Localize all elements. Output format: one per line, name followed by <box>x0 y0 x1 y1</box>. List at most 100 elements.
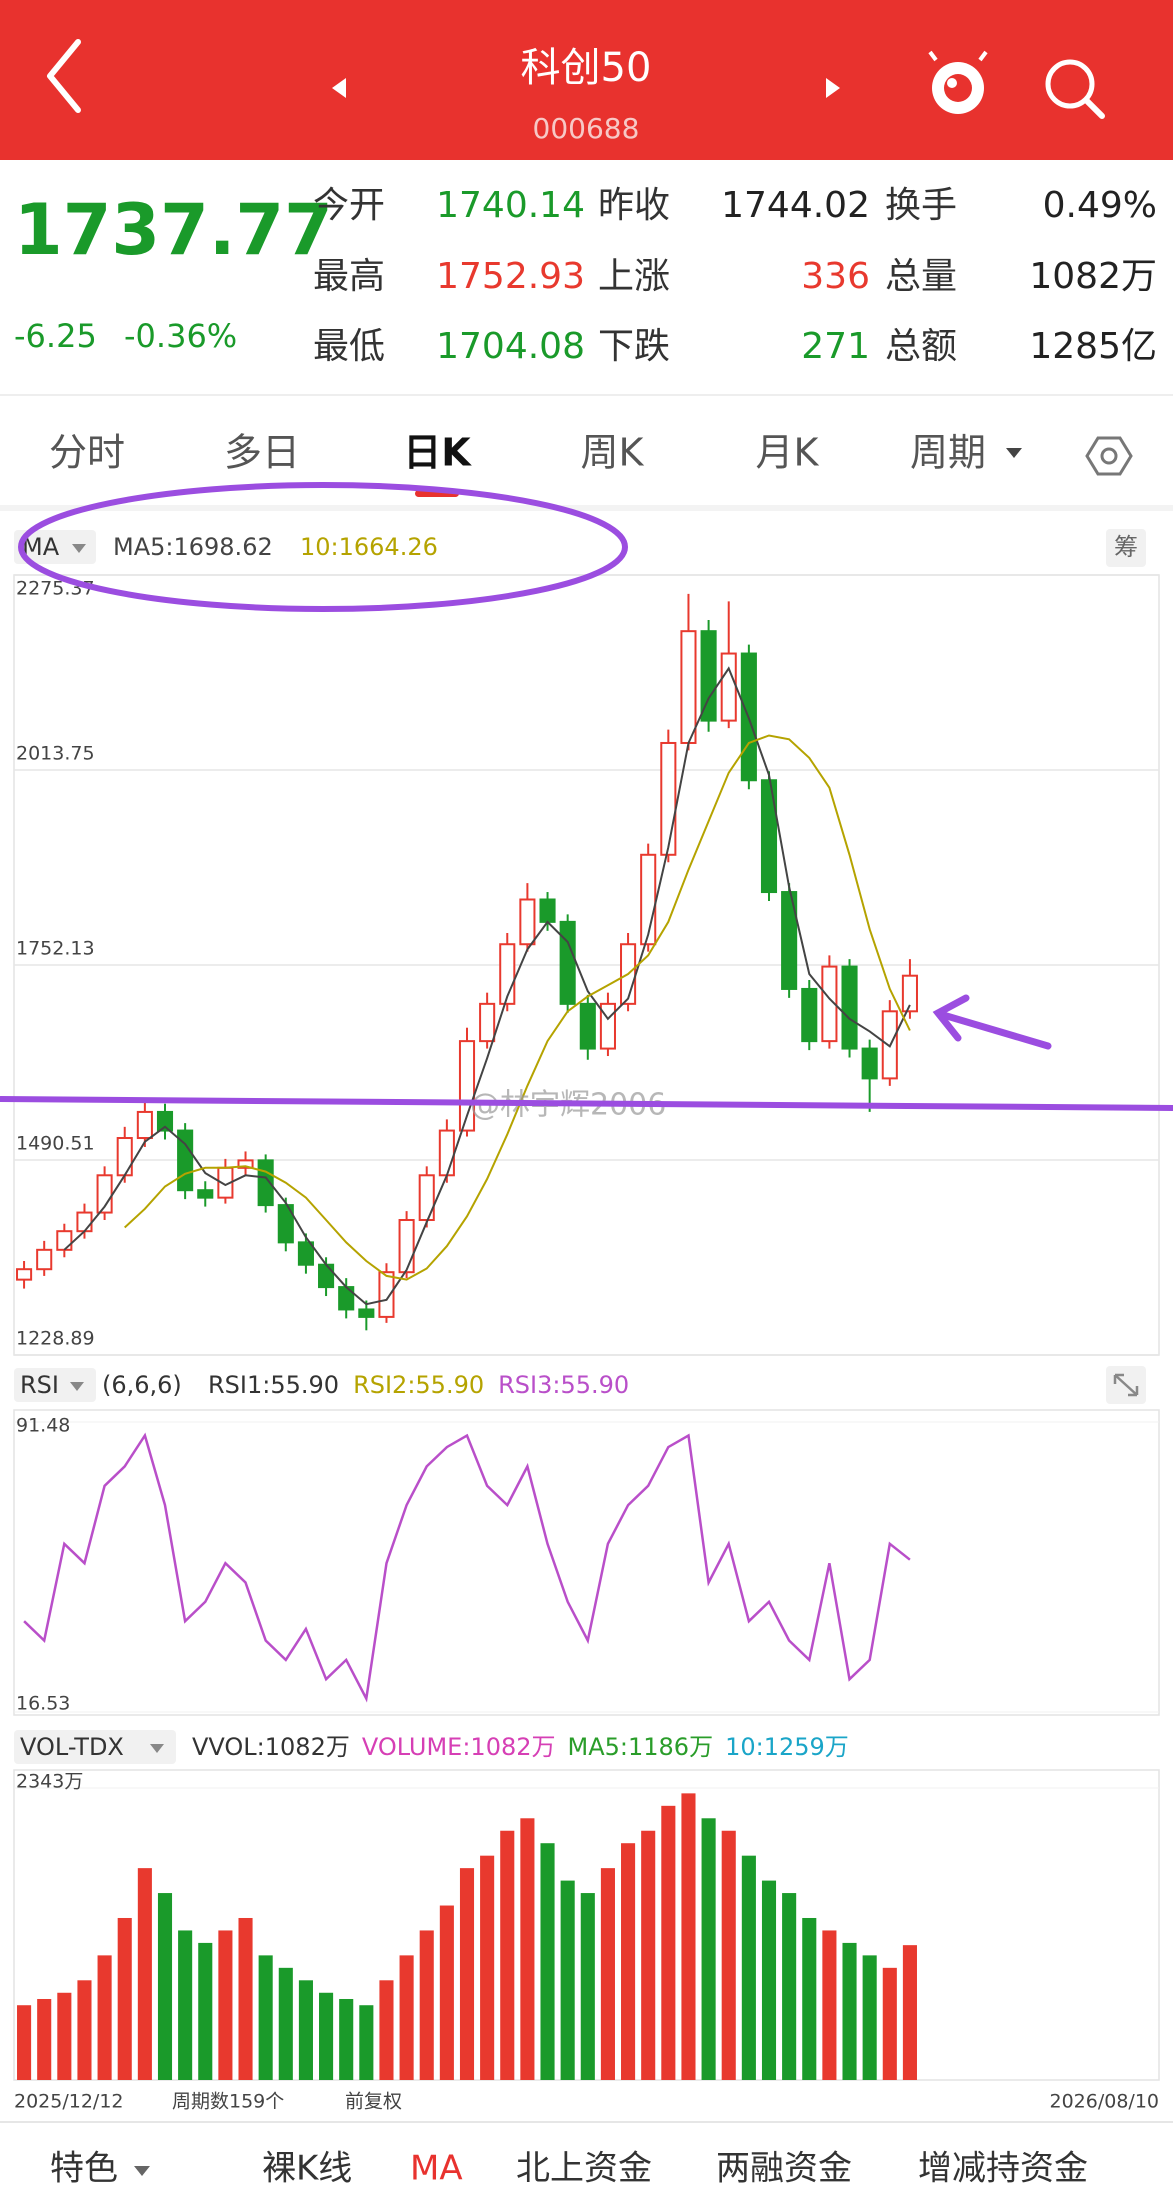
candle-body <box>56 1230 73 1251</box>
nav-item[interactable]: 增减持资金 <box>918 2149 1088 2189</box>
volume-bar <box>157 1893 173 2080</box>
nav-item[interactable]: 两融资金 <box>716 2149 852 2189</box>
annotation-line <box>0 1096 1173 1111</box>
volume-bar <box>339 1998 354 2080</box>
dropdown-caret <box>1006 448 1022 458</box>
indicator-name: VOL-TDX <box>20 1733 124 1761</box>
volume-bar <box>842 1942 857 2080</box>
candle-body <box>841 965 858 1050</box>
candle-body <box>136 1110 153 1140</box>
candle-body <box>901 974 918 1013</box>
tab[interactable]: 周K <box>581 431 645 475</box>
candle-body <box>660 741 677 856</box>
candle-body <box>801 987 818 1043</box>
legend-entry: RSI2:55.90 <box>353 1371 484 1399</box>
legend-entry: 10:1259万 <box>725 1733 849 1761</box>
back-button[interactable] <box>47 39 81 113</box>
volume-bar <box>359 2005 374 2080</box>
legend-entry: MA5:1698.62 <box>113 533 273 561</box>
candle-body <box>358 1308 375 1318</box>
candle-body <box>700 630 717 722</box>
volume-bar <box>278 1967 293 2080</box>
field-label: 昨收 <box>598 185 670 226</box>
volume-bar <box>117 1917 132 2080</box>
volume-bar <box>399 1955 414 2080</box>
volume-bar <box>379 1980 394 2080</box>
field-value: 271 <box>801 326 870 367</box>
volume-bar <box>701 1818 716 2080</box>
indicator-chip[interactable] <box>14 1730 176 1764</box>
volume-bar <box>77 1980 92 2080</box>
x-end-label: 2026/08/10 <box>1049 2091 1159 2113</box>
tab[interactable]: 多日 <box>224 431 300 475</box>
chip-button[interactable] <box>1106 529 1146 567</box>
volume-bar <box>802 1917 817 2080</box>
volume-bar <box>137 1868 152 2080</box>
candle-body <box>479 1002 496 1043</box>
candle-body <box>821 965 838 1043</box>
volume-bar <box>57 1992 72 2080</box>
volume-bar <box>721 1830 736 2080</box>
y-tick-label: 91.48 <box>16 1415 70 1437</box>
annotation-ellipse <box>18 482 628 612</box>
legend-entry: MA5:1186万 <box>568 1733 714 1761</box>
volume-bar <box>681 1793 696 2080</box>
nav-item[interactable]: 特色 <box>50 2149 118 2189</box>
ma-line <box>124 734 911 1281</box>
search-icon[interactable] <box>1045 59 1105 119</box>
legend-entry: RSI1:55.90 <box>208 1371 339 1399</box>
volume-bar <box>17 2005 32 2080</box>
field-label: 最高 <box>313 256 385 297</box>
nav-item-active[interactable]: MA <box>410 2149 463 2189</box>
nav-item[interactable]: 裸K线 <box>262 2149 352 2189</box>
tab[interactable]: 月K <box>756 431 820 475</box>
nav-item[interactable]: 北上资金 <box>516 2149 652 2189</box>
settings-icon[interactable] <box>1085 436 1133 476</box>
prev-button[interactable] <box>332 78 346 98</box>
field-label: 最低 <box>313 326 385 367</box>
field-value: 1704.08 <box>436 326 585 367</box>
volume-bar <box>862 1955 877 2080</box>
tab-active[interactable]: 日K <box>403 431 472 475</box>
avatar-icon[interactable] <box>928 50 988 114</box>
indicator-name: MA <box>22 533 60 561</box>
ma-line <box>63 666 911 1306</box>
tab[interactable]: 分时 <box>49 431 125 475</box>
field-value: 1082万 <box>1029 256 1157 297</box>
indicator-chip[interactable] <box>14 1368 96 1402</box>
candle-body <box>378 1271 395 1318</box>
volume-bar <box>822 1930 837 2080</box>
expand-icon[interactable] <box>1106 1366 1146 1404</box>
y-tick-label: 1228.89 <box>16 1328 95 1350</box>
field-value: 1740.14 <box>436 185 585 226</box>
volume-bar <box>580 1893 595 2080</box>
indicator-name: RSI <box>20 1371 59 1399</box>
y-tick-label: 2343万 <box>16 1771 83 1793</box>
rsi-line <box>23 1432 911 1703</box>
title: 科创50 <box>521 45 652 91</box>
next-button[interactable] <box>826 78 840 98</box>
field-value: 1285亿 <box>1029 326 1157 367</box>
volume-bar <box>258 1955 273 2080</box>
candle-body <box>156 1110 174 1132</box>
price: 1737.77 <box>14 189 333 271</box>
field-value: 1752.93 <box>436 256 585 297</box>
candle-body <box>519 898 536 946</box>
dropdown-caret <box>150 1744 164 1753</box>
candle-body <box>781 891 798 990</box>
annotation-arrow <box>932 994 1052 1050</box>
volume-bar <box>238 1917 253 2080</box>
y-tick-label: 2275.37 <box>16 578 95 600</box>
periods-label: 周期数159个 <box>172 2091 284 2113</box>
volume-bar <box>439 1905 454 2080</box>
tab[interactable]: 周期 <box>910 431 986 475</box>
chip-label: 筹 <box>1114 533 1138 561</box>
field-label: 总量 <box>885 256 957 297</box>
candle-body <box>197 1189 214 1199</box>
dropdown-caret <box>134 2166 150 2176</box>
indicator-chip[interactable] <box>14 530 96 564</box>
code: 000688 <box>533 112 640 145</box>
legend-entry: 10:1664.26 <box>300 533 438 561</box>
